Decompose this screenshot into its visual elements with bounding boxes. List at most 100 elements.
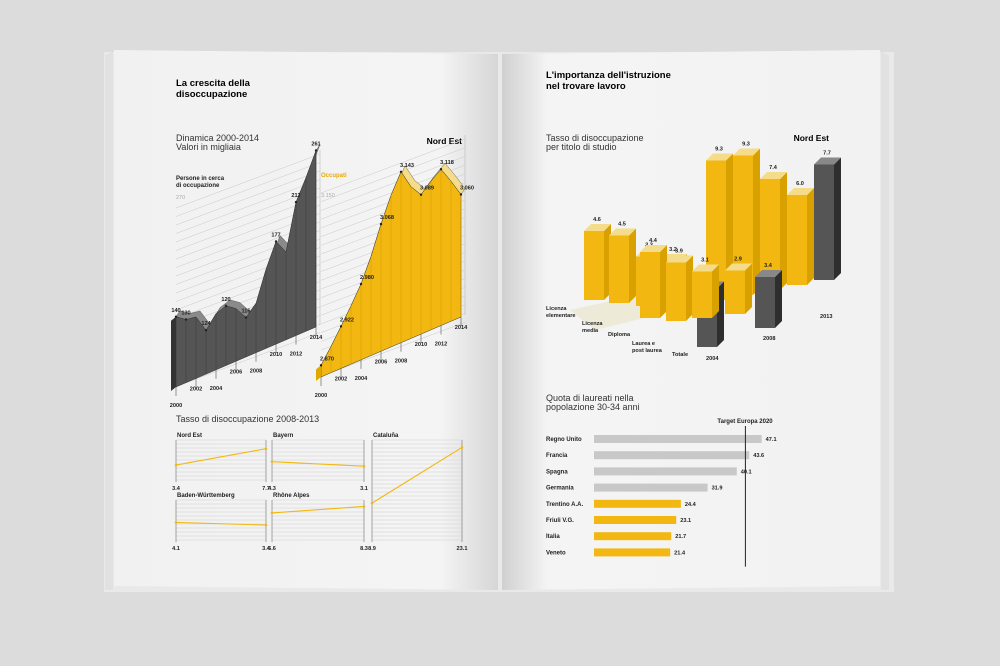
year-label-2008: 2008 [250, 369, 262, 375]
series-line [175, 448, 267, 466]
grad-bar [594, 516, 677, 524]
start-point [270, 511, 274, 515]
country-label: Veneto [546, 550, 566, 556]
bar-side [834, 157, 841, 280]
bar-top [584, 224, 611, 231]
end-value: 8.3 [360, 546, 368, 552]
target-label: Target Europa 2020 [717, 419, 773, 425]
page-stack-right [881, 52, 889, 590]
grad-value: 47.1 [766, 437, 777, 443]
bar-top [755, 270, 782, 277]
bar-side [629, 228, 636, 303]
grid-line [175, 179, 321, 234]
right-page [502, 50, 880, 590]
grad-value: 31.9 [712, 486, 723, 492]
emp-ref-value: 3.150 [321, 193, 335, 199]
year-label-2002: 2002 [190, 386, 202, 392]
left-title-1: La crescita della [176, 78, 251, 89]
value-marker [339, 325, 343, 328]
bar-value-label: 6.0 [796, 181, 804, 187]
bar-front [787, 195, 807, 285]
grad-bar [594, 548, 671, 557]
end-point [264, 523, 268, 527]
series-name: Nord Est [177, 433, 202, 439]
bar-value-label: 3.4 [764, 263, 773, 269]
value-marker [174, 315, 178, 318]
value-marker [294, 200, 298, 204]
left-title-2: disoccupazione [176, 89, 247, 100]
bar-2008-2: 3.1 [692, 258, 719, 318]
value-marker [204, 329, 208, 332]
education-3d-bar-chart: 9.39.37.46.07.74.64.53.33.23.94.43.93.12… [546, 142, 841, 362]
grad-bar [594, 483, 708, 492]
bar-top [640, 245, 667, 252]
grad-bar [594, 435, 762, 443]
bar-front [692, 271, 712, 318]
grad-title-2: popolazione 30-34 anni [546, 402, 640, 412]
country-label: Spagna [546, 469, 568, 475]
category-label-3: post laurea [632, 348, 663, 354]
grad-row: Germania 31.9 [546, 483, 723, 492]
start-value: 3.4 [172, 486, 181, 492]
end-point [362, 464, 366, 468]
grid-line [175, 162, 321, 217]
grad-row: Trentino A.A. 24.4 [546, 499, 697, 508]
bar-top [814, 157, 841, 165]
bar-side [780, 172, 787, 290]
category-label-2: Diploma [608, 332, 631, 338]
end-point [362, 505, 366, 508]
bar-side [745, 263, 752, 314]
start-value: 6.6 [268, 546, 276, 552]
value-label-2010: 177 [271, 232, 280, 238]
bar-front [760, 179, 780, 290]
page-stack-left [105, 52, 113, 590]
grad-value: 24.4 [685, 502, 697, 508]
employed-area-chart: 2000 2002 2004 2006 2008 2010 2012 2014 2.870 2.9… [315, 135, 474, 399]
category-label-0: Licenza [546, 306, 567, 312]
rate-panel-0: Nord Est 3.4 7.7 [172, 433, 270, 492]
bar-top [725, 263, 752, 271]
value-marker [244, 316, 248, 319]
year-label-2010: 2010 [270, 352, 282, 358]
area-side [316, 365, 321, 381]
edu-title-1: Tasso di disoccupazione [546, 133, 644, 143]
series-line [271, 461, 365, 467]
grid-line [320, 156, 466, 211]
year-label-2014: 2014 [310, 335, 323, 341]
grad-bar [594, 467, 737, 476]
value-label-2000: 140 [171, 308, 180, 314]
graduates-bar-chart: Regno Unito 47.1 Francia 43.6 Spagna 40.1 Germ… [546, 419, 777, 567]
country-label: Friuli V.G. [546, 518, 574, 524]
bar-value-label: 4.6 [593, 217, 601, 223]
value-marker [319, 364, 323, 367]
value-label-2002: 2.922 [340, 317, 354, 323]
bar-side [753, 148, 760, 295]
end-point [460, 446, 464, 449]
year-label-2008: 2008 [763, 336, 775, 342]
year-label-2000: 2000 [315, 393, 327, 399]
series-name: Baden-Württemberg [177, 493, 235, 499]
bar-front [755, 277, 775, 328]
bar-value-label: 9.3 [715, 147, 723, 153]
grad-row: Italia 21.7 [546, 532, 686, 541]
value-marker [459, 193, 463, 196]
value-label-2007: 116 [241, 308, 250, 314]
grad-row: Francia 43.6 [546, 451, 764, 460]
bar-front [584, 231, 604, 300]
bar-2013-3: 6.0 [787, 181, 814, 285]
category-label-4: Totale [672, 352, 688, 358]
bar-2013-4: 7.7 [814, 151, 841, 280]
value-marker [439, 168, 443, 171]
grad-value: 21.7 [675, 534, 686, 540]
end-point [264, 447, 268, 451]
value-marker [274, 240, 278, 243]
start-value: 4.1 [172, 546, 180, 552]
bar-value-label: 9.3 [742, 142, 750, 148]
bar-value-label: 3.2 [669, 247, 677, 253]
bar-2013-1: 9.3 [733, 142, 760, 295]
grid-line [175, 170, 321, 226]
rate-small-multiples: Nord Est 3.4 7.7 Bayern 4.3 3.1 Cataluña 8.9 23.… [172, 433, 467, 552]
bar-top [733, 148, 760, 156]
value-marker [314, 149, 318, 152]
bar-top [666, 255, 693, 263]
